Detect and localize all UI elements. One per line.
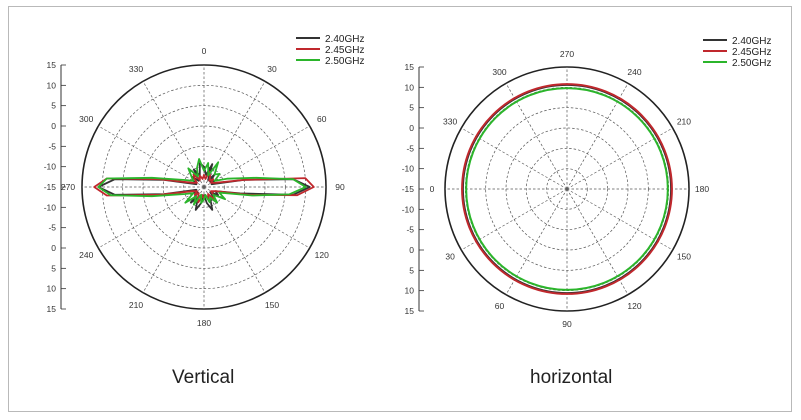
legend-label-1-3: 2.50GHz bbox=[325, 56, 364, 67]
legend-label-1-2: 2.45GHz bbox=[325, 45, 364, 56]
grid-spoke-2-7 bbox=[566, 127, 673, 190]
r-tick-label-1-1: 10 bbox=[47, 80, 57, 90]
angle-label-2-8: 210 bbox=[677, 117, 691, 127]
grid-spoke-1-1 bbox=[203, 81, 266, 188]
r-tick-label-1-6: -15 bbox=[44, 182, 57, 192]
series-1-3 bbox=[97, 158, 307, 206]
r-tick-label-2-0: 15 bbox=[405, 62, 415, 72]
angle-label-1-4: 120 bbox=[315, 250, 329, 260]
angle-label-1-3: 90 bbox=[335, 182, 345, 192]
r-tick-label-1-5: -10 bbox=[44, 162, 57, 172]
r-tick-label-1-7: -10 bbox=[44, 202, 57, 212]
r-tick-label-1-4: -5 bbox=[48, 141, 56, 151]
series-2-2 bbox=[461, 83, 673, 295]
grid-spoke-1-10 bbox=[98, 125, 205, 188]
grid-spoke-2-8 bbox=[566, 83, 629, 190]
r-tick-label-2-7: -10 bbox=[402, 204, 415, 214]
r-tick-label-2-6: -15 bbox=[402, 184, 415, 194]
angle-label-1-10: 300 bbox=[79, 114, 93, 124]
angle-label-2-4: 330 bbox=[443, 117, 457, 127]
r-tick-label-1-0: 15 bbox=[47, 60, 57, 70]
grid-spoke-2-11 bbox=[461, 127, 568, 190]
r-tick-label-1-3: 0 bbox=[51, 121, 56, 131]
grid-spoke-2-2 bbox=[505, 188, 568, 295]
legend-label-2-2: 2.45GHz bbox=[732, 47, 771, 58]
angle-label-2-11: 120 bbox=[627, 301, 641, 311]
r-tick-label-2-5: -10 bbox=[402, 164, 415, 174]
angle-label-1-2: 60 bbox=[317, 114, 327, 124]
angle-label-2-1: 60 bbox=[495, 301, 505, 311]
r-tick-label-2-4: -5 bbox=[406, 143, 414, 153]
r-tick-label-2-11: 10 bbox=[405, 286, 415, 296]
r-tick-label-1-2: 5 bbox=[51, 101, 56, 111]
angle-label-2-6: 270 bbox=[560, 49, 574, 59]
grid-spoke-2-5 bbox=[566, 188, 673, 251]
r-tick-label-1-10: 5 bbox=[51, 263, 56, 273]
grid-spoke-1-8 bbox=[98, 186, 205, 249]
legend-label-1-1: 2.40GHz bbox=[325, 34, 364, 45]
r-tick-label-2-12: 15 bbox=[405, 306, 415, 316]
r-tick-label-1-11: 10 bbox=[47, 284, 57, 294]
figure-frame bbox=[8, 6, 792, 412]
caption-vertical: Vertical bbox=[172, 367, 235, 388]
grid-spoke-1-2 bbox=[203, 125, 310, 188]
grid-spoke-2-1 bbox=[461, 188, 568, 251]
angle-label-2-9: 180 bbox=[695, 184, 709, 194]
angle-label-1-5: 150 bbox=[265, 300, 279, 310]
grid-spoke-1-5 bbox=[203, 186, 266, 293]
r-tick-label-2-9: 0 bbox=[409, 245, 414, 255]
r-tick-label-2-10: 5 bbox=[409, 265, 414, 275]
angle-label-1-8: 240 bbox=[79, 250, 93, 260]
angle-label-1-0: 0 bbox=[202, 46, 207, 56]
r-tick-label-1-9: 0 bbox=[51, 243, 56, 253]
angle-label-2-3: 0 bbox=[430, 184, 435, 194]
r-tick-label-1-12: 15 bbox=[47, 304, 57, 314]
angle-label-1-1: 30 bbox=[267, 64, 277, 74]
angle-label-2-5: 300 bbox=[492, 67, 506, 77]
angle-label-2-0: 90 bbox=[562, 319, 572, 329]
caption-horizontal: horizontal bbox=[530, 367, 613, 388]
legend-label-2-1: 2.40GHz bbox=[732, 36, 771, 47]
angle-label-1-11: 330 bbox=[129, 64, 143, 74]
r-tick-label-2-3: 0 bbox=[409, 123, 414, 133]
angle-label-1-7: 210 bbox=[129, 300, 143, 310]
grid-spoke-2-10 bbox=[505, 83, 568, 190]
angle-label-1-6: 180 bbox=[197, 318, 211, 328]
series-2-3 bbox=[465, 87, 669, 291]
angle-label-1-9: 270 bbox=[61, 182, 75, 192]
r-tick-label-2-8: -5 bbox=[406, 225, 414, 235]
angle-label-2-2: 30 bbox=[445, 252, 455, 262]
r-tick-label-2-2: 5 bbox=[409, 103, 414, 113]
grid-spoke-2-4 bbox=[566, 188, 629, 295]
legend-label-2-3: 2.50GHz bbox=[732, 58, 771, 69]
angle-label-2-10: 150 bbox=[677, 252, 691, 262]
angle-label-2-7: 240 bbox=[627, 67, 641, 77]
r-tick-label-1-8: -5 bbox=[48, 223, 56, 233]
r-tick-label-2-1: 10 bbox=[405, 82, 415, 92]
